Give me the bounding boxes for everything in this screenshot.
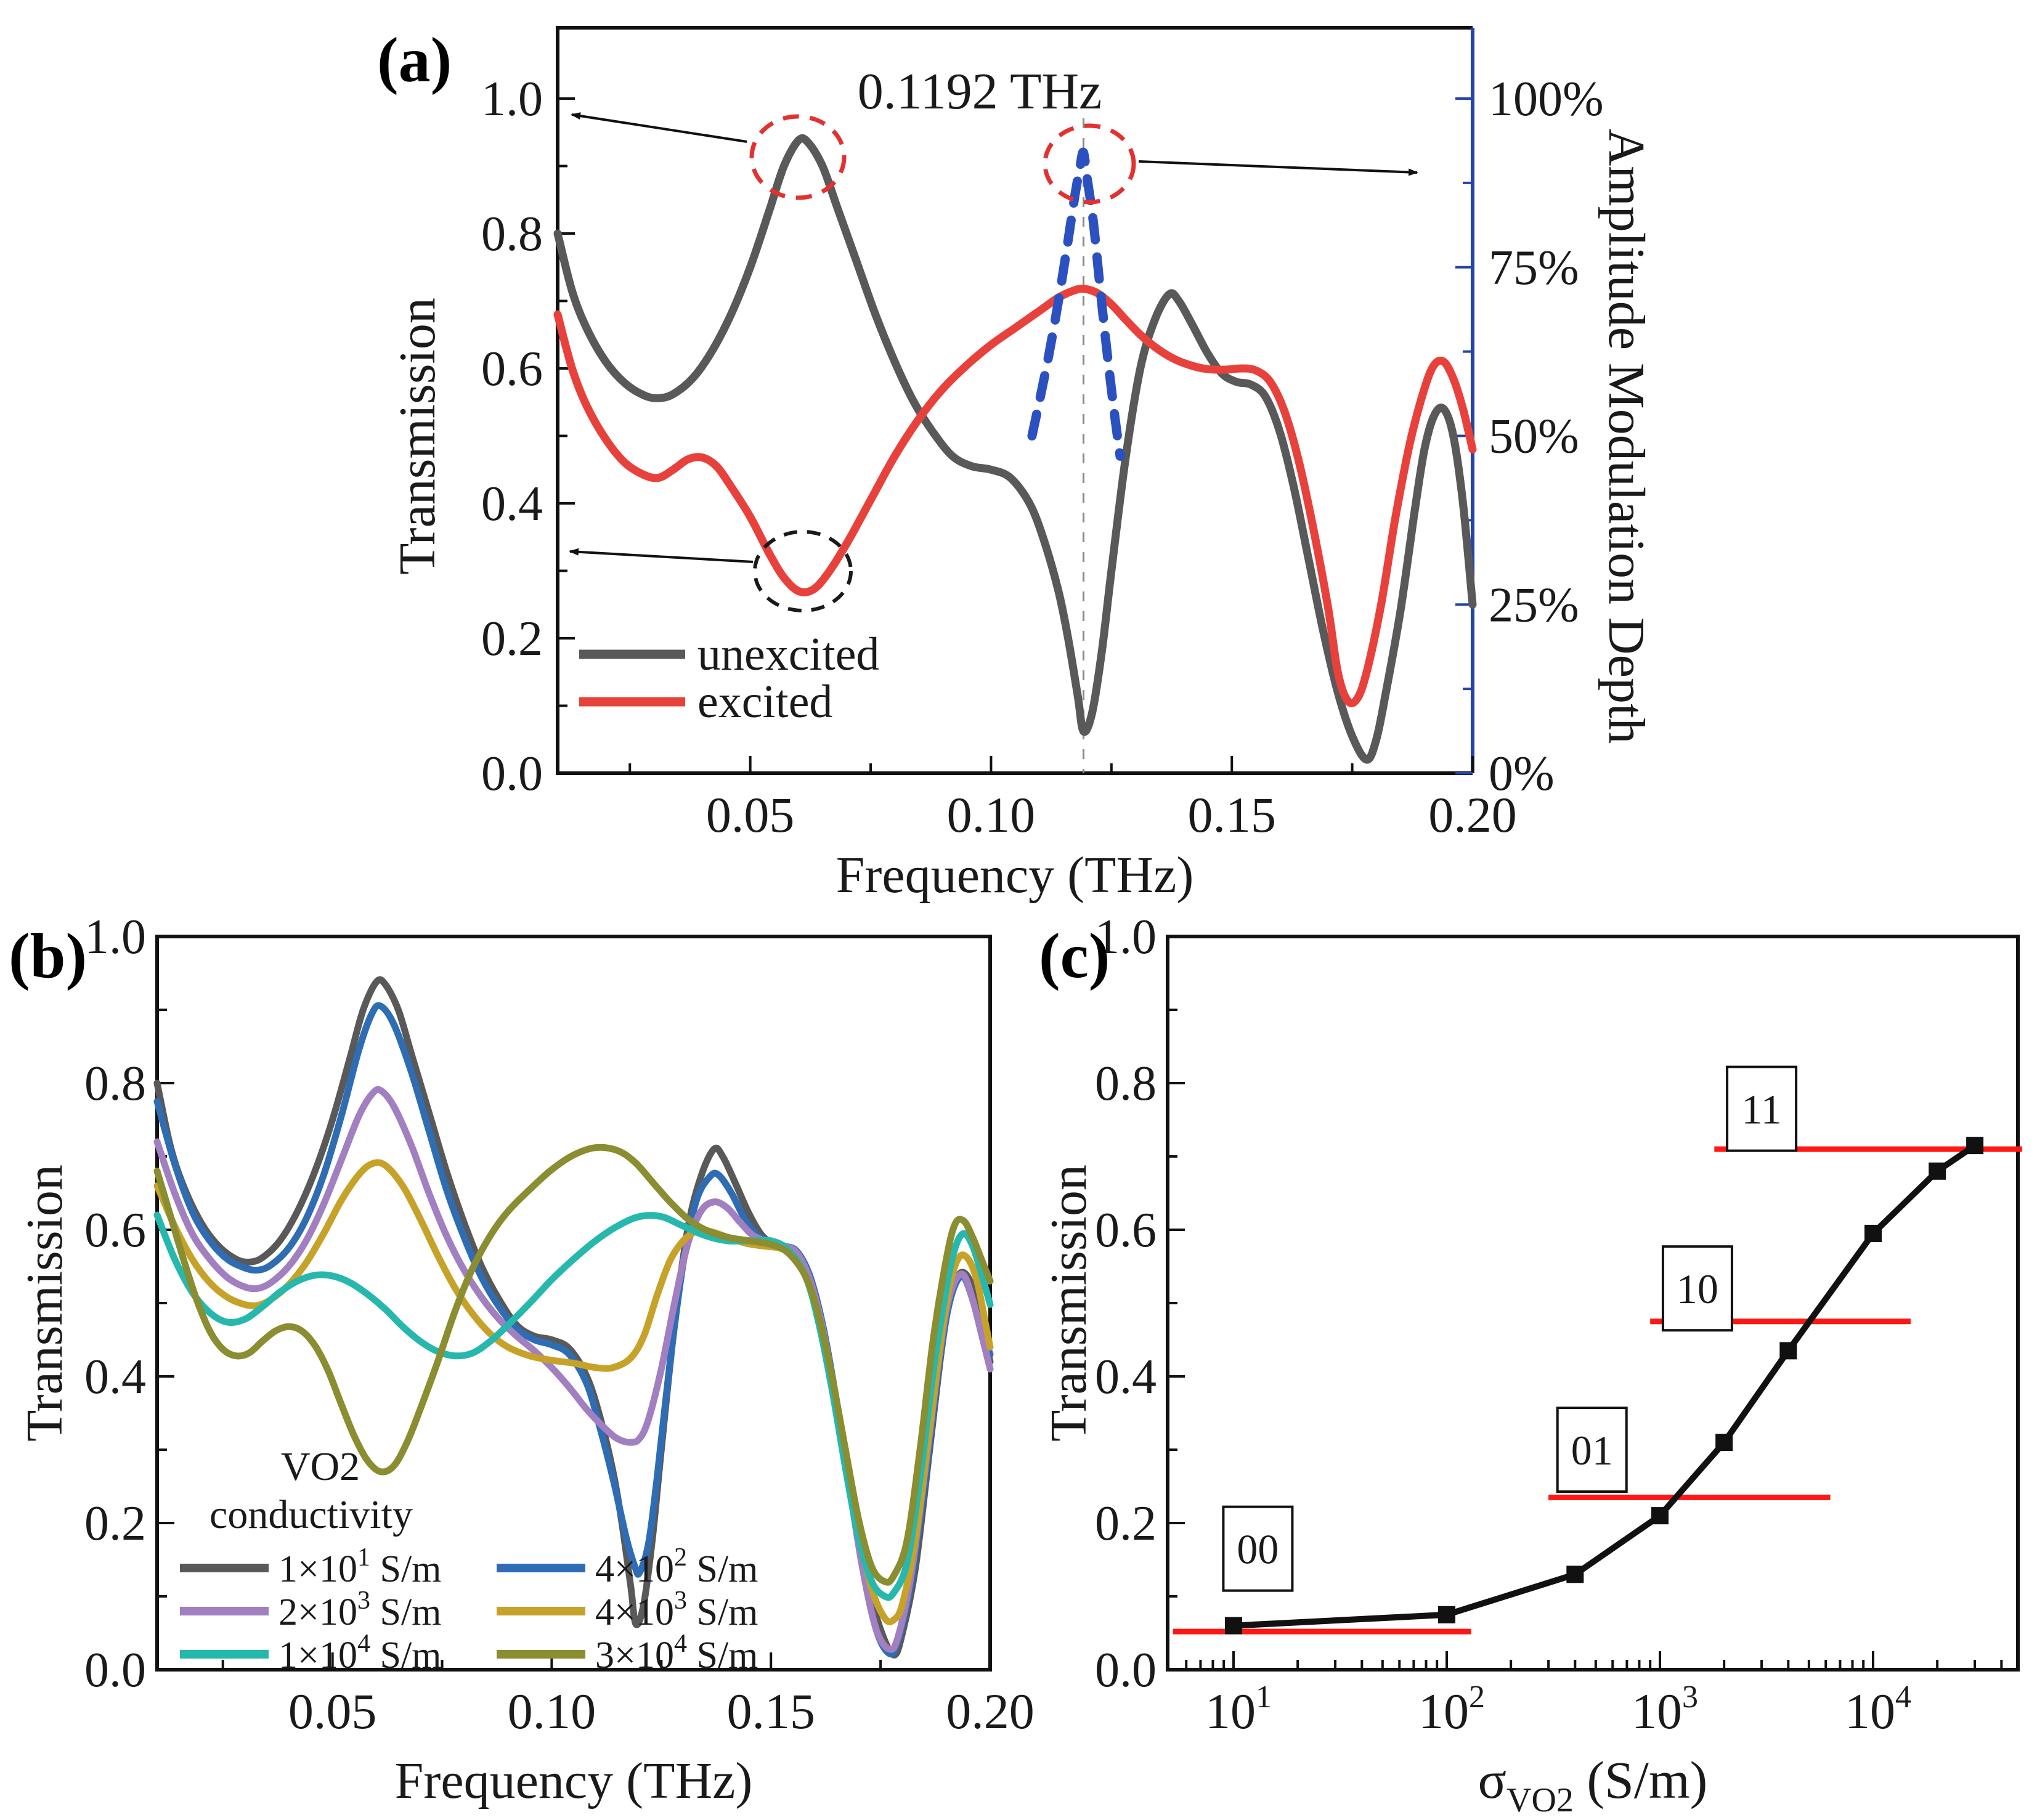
panel-a-xlabel: Frequency (THz) <box>836 847 1194 904</box>
panel-a: 0.0 0.2 0.4 0.6 0.8 1.0 0.05 0.10 0.15 0.200% 25% 5… <box>389 26 1655 904</box>
y2-tick-label: 25% <box>1489 578 1579 632</box>
series-amplitude-modulation-depth <box>1027 147 1125 461</box>
x-tick-label: 0.10 <box>508 1683 596 1739</box>
threshold-box-01 <box>1556 1407 1628 1493</box>
series-1e4 <box>153 1211 994 1601</box>
panel-c-label: (c) <box>1039 920 1110 991</box>
y-tick-label: 0.8 <box>481 207 543 261</box>
legend-label-2e3: 2×103 S/m <box>279 1586 441 1633</box>
legend-label-3e4: 3×104 S/m <box>595 1630 758 1676</box>
arrow-to-left-axis-bottom <box>569 548 754 563</box>
x-tick-label: 0.15 <box>726 1683 815 1739</box>
threshold-box-11 <box>1726 1065 1798 1152</box>
threshold-box-00 <box>1222 1505 1294 1592</box>
ellipse-unexcited-peak <box>749 114 847 200</box>
x-tick-label: 102 <box>1418 1680 1485 1739</box>
x-tick-label: 0.15 <box>1187 787 1276 843</box>
panel-b: 0.0 0.2 0.4 0.6 0.8 1.0 0.05 0.10 0.15 0.20 VO2con… <box>16 910 1035 1810</box>
y-tick-label: 0.4 <box>481 477 543 531</box>
y-tick-label: 0.2 <box>84 1497 146 1551</box>
threshold-box-10 <box>1661 1245 1733 1332</box>
legend-title-line1: VO2 <box>281 1444 360 1489</box>
y-tick-label: 0.8 <box>1095 1057 1157 1111</box>
y-tick-label: 0.4 <box>1095 1350 1157 1404</box>
series-unexcited <box>553 134 1477 764</box>
threshold-label-01: 01 <box>1571 1427 1613 1474</box>
data-point-marker-4 <box>1715 1434 1733 1452</box>
x-tick-label: 101 <box>1205 1680 1272 1739</box>
series-2e3 <box>153 1086 994 1653</box>
panel-c-xlabel: σVO2 (S/m) <box>1478 1750 1708 1819</box>
y-tick-label: 0.4 <box>84 1350 146 1404</box>
y2-tick-label: 0% <box>1489 747 1555 801</box>
data-point-marker-5 <box>1779 1342 1797 1360</box>
y-tick-label: 0.0 <box>481 747 543 801</box>
x-tick-label: 104 <box>1845 1680 1911 1739</box>
y-tick-label: 0.2 <box>1095 1497 1157 1551</box>
series-4e2 <box>153 1002 994 1658</box>
threshold-label-11: 11 <box>1741 1086 1781 1133</box>
y-tick-label: 0.0 <box>1095 1643 1157 1697</box>
y2-tick-label: 50% <box>1489 410 1579 464</box>
x-tick-label: 0.20 <box>946 1683 1035 1739</box>
series-excited <box>553 285 1477 707</box>
legend-label-1e4: 1×104 S/m <box>279 1630 441 1676</box>
series-transmission-vs-conductivity <box>1233 1143 1977 1629</box>
y-tick-label: 1.0 <box>481 72 543 126</box>
threshold-label-10: 10 <box>1677 1265 1718 1312</box>
legend-title-line2: conductivity <box>209 1492 413 1537</box>
y-tick-label: 0.6 <box>481 342 543 396</box>
legend-label-1e1: 1×101 S/m <box>279 1543 441 1590</box>
series-3e4 <box>153 1144 994 1586</box>
y-tick-label: 0.2 <box>481 612 543 666</box>
legend-label-4e3: 4×103 S/m <box>595 1586 758 1633</box>
y-tick-label: 1.0 <box>84 910 146 964</box>
x-tick-label: 103 <box>1632 1680 1698 1739</box>
panel-b-ylabel: Transmission <box>16 1164 73 1442</box>
panel-c-ylabel: Transmission <box>1040 1164 1097 1442</box>
data-point-marker-1 <box>1438 1606 1455 1623</box>
legend-label-4e2: 4×102 S/m <box>595 1543 758 1590</box>
data-point-marker-7 <box>1929 1162 1946 1180</box>
y-tick-label: 0.6 <box>1095 1203 1157 1257</box>
ellipse-amd-peak <box>1043 123 1136 205</box>
panel-c: 0.0 0.2 0.4 0.6 0.8 1.0 101 102 103 104 00 01 10 11 Tr… <box>1040 910 2022 1819</box>
series-4e3 <box>153 1159 994 1625</box>
generated-charts: 0.00.20.40.60.81.00.05 0.10 0.15 0.200%25%5… <box>16 26 2022 1819</box>
data-point-marker-0 <box>1225 1617 1242 1635</box>
x-tick-label: 0.05 <box>288 1683 377 1739</box>
x-tick-label: 0.05 <box>706 787 795 843</box>
x-tick-label: 0.20 <box>1428 787 1517 843</box>
panel-a-label: (a) <box>377 25 452 95</box>
legend-label-unexcited: unexcited <box>697 628 879 680</box>
y-tick-label: 0.8 <box>84 1057 146 1111</box>
legend-label-excited: excited <box>697 676 832 728</box>
y-tick-label: 0.6 <box>84 1203 146 1257</box>
panel-b-xlabel: Frequency (THz) <box>395 1752 753 1810</box>
data-point-marker-8 <box>1966 1137 1984 1155</box>
panel-a-y2label: Amplitude Modulation Depth <box>1598 129 1655 744</box>
x-tick-label: 0.10 <box>947 787 1036 843</box>
panel-b-label: (b) <box>9 920 87 991</box>
panel-a-title: 0.1192 THz <box>858 63 1102 120</box>
panel-a-axes-box <box>556 26 1473 775</box>
data-point-marker-3 <box>1651 1507 1669 1525</box>
y2-tick-label: 75% <box>1489 241 1579 295</box>
data-point-marker-6 <box>1864 1224 1882 1242</box>
arrow-to-left-axis-top <box>571 112 747 143</box>
y-tick-label: 1.0 <box>1095 910 1157 964</box>
threshold-label-00: 00 <box>1237 1526 1279 1573</box>
arrow-to-right-axis <box>1138 160 1418 176</box>
y2-tick-label: 100% <box>1489 72 1604 126</box>
data-point-marker-2 <box>1566 1566 1584 1583</box>
panel-a-ylabel: Transmission <box>389 298 446 575</box>
y-tick-label: 0.0 <box>84 1643 146 1697</box>
ellipse-excited-dip <box>753 530 853 612</box>
